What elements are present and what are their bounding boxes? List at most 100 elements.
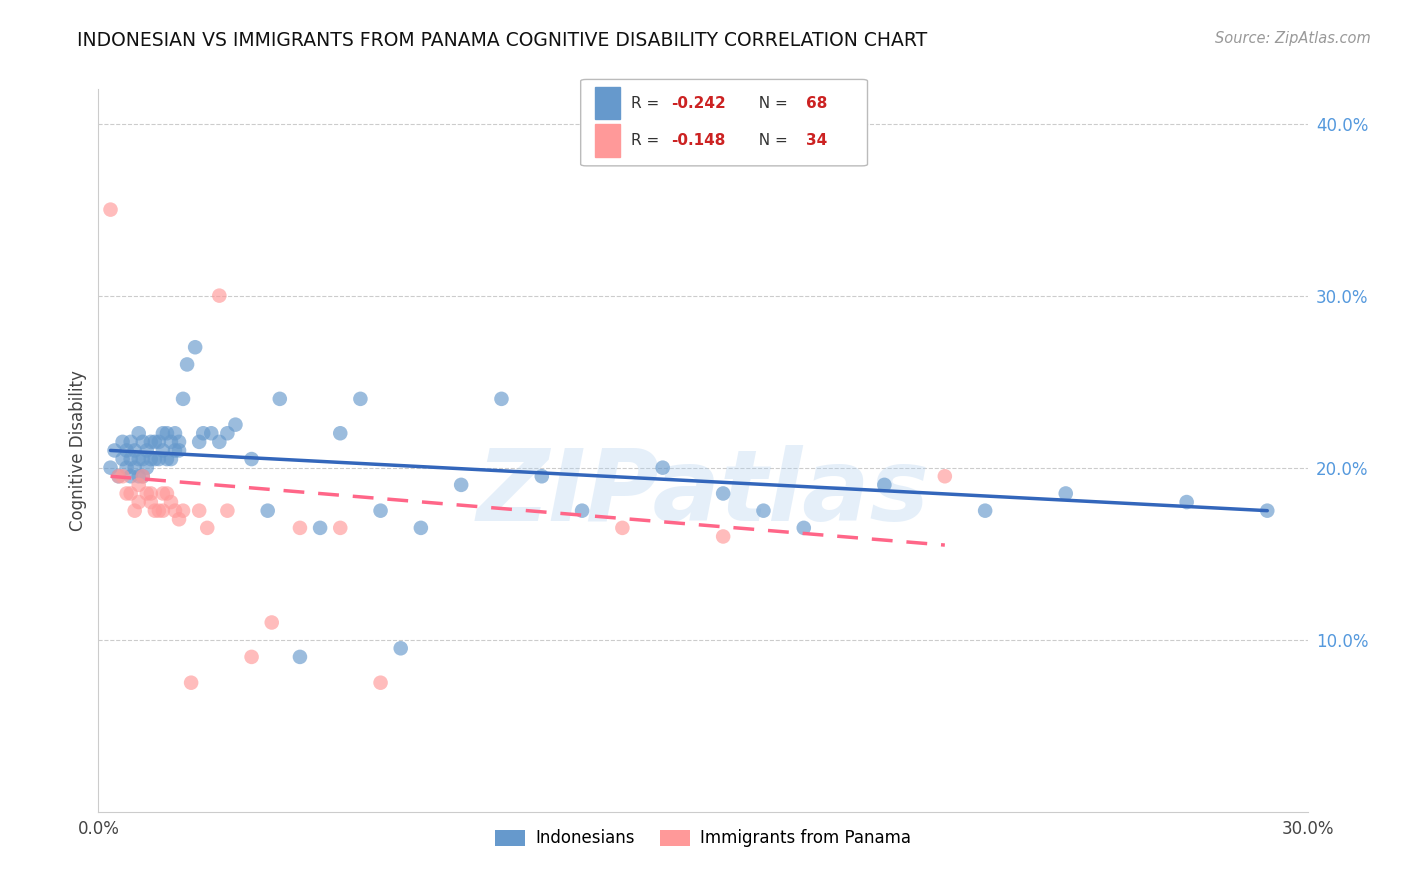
Text: N =: N = (749, 133, 793, 148)
Point (711, 486, 734, 500)
Point (389, 641, 412, 656)
Point (132, 469, 155, 483)
Point (103, 443, 125, 458)
Point (450, 478, 472, 492)
Point (260, 615, 283, 630)
Point (120, 452, 142, 467)
Point (208, 434, 231, 449)
Point (124, 503, 146, 517)
Point (148, 452, 170, 467)
Point (143, 452, 166, 467)
Point (180, 675, 202, 690)
Point (208, 288, 231, 302)
Point (200, 426, 222, 441)
Text: -0.242: -0.242 (671, 95, 725, 111)
Point (124, 443, 146, 458)
Point (132, 469, 155, 483)
Point (135, 460, 157, 475)
Point (612, 521, 634, 535)
Point (115, 486, 138, 500)
Point (269, 392, 291, 406)
Point (100, 202, 122, 217)
Point (139, 486, 162, 500)
Point (167, 512, 190, 526)
Point (107, 469, 129, 483)
Point (163, 443, 186, 458)
Point (139, 495, 162, 509)
Point (160, 452, 183, 467)
Point (115, 443, 138, 458)
Text: INDONESIAN VS IMMIGRANTS FROM PANAMA COGNITIVE DISABILITY CORRELATION CHART: INDONESIAN VS IMMIGRANTS FROM PANAMA COG… (77, 31, 928, 50)
Text: N =: N = (749, 95, 793, 111)
Point (1256, 503, 1278, 517)
Point (128, 452, 150, 467)
Point (120, 469, 142, 483)
Point (370, 503, 392, 517)
Point (167, 443, 190, 458)
Point (152, 503, 174, 517)
Point (651, 460, 673, 475)
Point (288, 521, 311, 535)
Text: 34: 34 (806, 133, 827, 148)
Point (974, 503, 997, 517)
Point (156, 426, 179, 441)
Bar (595, 124, 620, 157)
Legend: Indonesians, Immigrants from Panama: Indonesians, Immigrants from Panama (488, 822, 918, 854)
Point (152, 443, 174, 458)
Point (184, 340, 207, 354)
Point (148, 434, 170, 449)
Bar (595, 87, 620, 120)
Point (132, 434, 155, 449)
Point (111, 434, 134, 449)
Point (107, 469, 129, 483)
Point (188, 503, 211, 517)
Point (571, 503, 593, 517)
Point (139, 452, 162, 467)
Point (195, 521, 218, 535)
Text: -0.148: -0.148 (671, 133, 725, 148)
Point (172, 503, 194, 517)
Text: Source: ZipAtlas.com: Source: ZipAtlas.com (1215, 31, 1371, 46)
Point (349, 392, 371, 406)
Point (143, 503, 166, 517)
Point (530, 469, 553, 483)
Point (128, 495, 150, 509)
Point (1175, 495, 1198, 509)
Point (193, 426, 215, 441)
Point (163, 426, 186, 441)
Point (128, 469, 150, 483)
Point (139, 434, 162, 449)
Point (111, 452, 134, 467)
Text: ZIPatlas: ZIPatlas (477, 445, 929, 542)
Point (156, 452, 179, 467)
Point (148, 503, 170, 517)
Point (135, 443, 157, 458)
Point (176, 358, 198, 372)
Point (152, 486, 174, 500)
FancyBboxPatch shape (581, 79, 868, 166)
Point (752, 503, 775, 517)
Point (409, 521, 432, 535)
Point (711, 529, 734, 543)
Point (188, 434, 211, 449)
Point (288, 649, 311, 664)
Point (124, 460, 146, 475)
Text: R =: R = (631, 133, 665, 148)
Point (100, 460, 122, 475)
Point (128, 426, 150, 441)
Point (240, 649, 263, 664)
Point (329, 426, 352, 441)
Point (160, 495, 183, 509)
Text: R =: R = (631, 95, 665, 111)
Point (132, 452, 155, 467)
Point (224, 417, 246, 432)
Point (160, 434, 183, 449)
Point (172, 392, 194, 406)
Point (111, 469, 134, 483)
Point (167, 434, 190, 449)
Point (120, 486, 142, 500)
Point (329, 521, 352, 535)
Point (370, 675, 392, 690)
Point (128, 478, 150, 492)
Point (309, 521, 332, 535)
